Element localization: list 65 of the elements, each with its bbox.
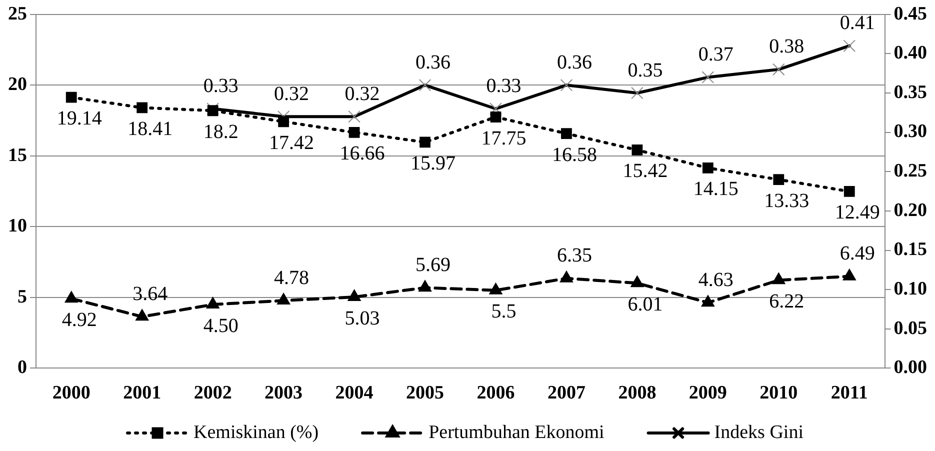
data-label: 0.32 — [274, 82, 310, 105]
x-tick-label: 2007 — [547, 382, 586, 404]
data-label: 0.33 — [486, 74, 522, 97]
y2-tick-label: 0.30 — [894, 121, 927, 142]
y-tick-label: 5 — [18, 286, 27, 308]
data-label: 0.32 — [344, 82, 380, 105]
x-tick-label: 2002 — [194, 382, 232, 404]
x-tick-label: 2000 — [52, 382, 90, 404]
y-tick-label: 0 — [18, 357, 27, 378]
data-label: 18.2 — [203, 120, 238, 143]
x-tick-label: 2010 — [760, 382, 798, 404]
y-tick-label: 10 — [8, 216, 27, 237]
data-label: 19.14 — [56, 108, 102, 130]
y-tick-label: 15 — [8, 144, 27, 166]
data-label: 0.37 — [698, 44, 734, 66]
data-label: 0.41 — [840, 12, 875, 34]
data-label: 4.50 — [203, 314, 238, 337]
y2-tick-label: 0.35 — [894, 82, 927, 103]
x-tick-label: 2004 — [335, 382, 374, 404]
data-label: 0.38 — [769, 36, 804, 58]
data-label: 6.01 — [628, 293, 663, 316]
data-label: 4.78 — [274, 266, 310, 289]
data-label: 16.58 — [552, 144, 597, 166]
data-label: 6.49 — [840, 242, 875, 265]
y-tick-label: 25 — [8, 3, 27, 24]
data-label: 17.75 — [481, 127, 526, 150]
legend-label: Kemiskinan (%) — [194, 422, 319, 443]
x-tick-label: 2009 — [688, 382, 727, 404]
data-label: 5.69 — [416, 254, 451, 276]
x-tick-label: 2011 — [830, 382, 868, 404]
y2-tick-label: 0.15 — [894, 239, 927, 260]
y2-tick-label: 0.40 — [894, 42, 927, 64]
data-label: 12.49 — [834, 202, 880, 224]
data-label: 16.66 — [340, 142, 385, 165]
data-label: 0.35 — [628, 59, 663, 82]
data-label: 15.42 — [622, 160, 668, 182]
y-tick-label: 20 — [8, 74, 27, 96]
data-label: 6.35 — [556, 244, 592, 267]
x-tick-label: 2003 — [264, 382, 303, 404]
data-label: 13.33 — [764, 190, 810, 212]
y2-tick-label: 0.00 — [894, 357, 927, 378]
x-tick-label: 2006 — [476, 382, 515, 404]
x-tick-label: 2001 — [123, 382, 162, 404]
legend-label: Indeks Gini — [714, 422, 804, 443]
data-label: 0.33 — [203, 74, 238, 97]
data-label: 0.36 — [416, 51, 451, 74]
data-label: 4.92 — [62, 308, 97, 331]
data-label: 17.42 — [269, 132, 314, 154]
y2-tick-label: 0.10 — [894, 278, 927, 300]
data-label: 3.64 — [132, 282, 168, 305]
x-tick-label: 2008 — [618, 382, 656, 404]
data-label: 5.03 — [344, 307, 380, 330]
y2-tick-label: 0.25 — [894, 160, 927, 182]
legend-label: Pertumbuhan Ekonomi — [428, 422, 604, 443]
y2-tick-label: 0.05 — [894, 318, 927, 339]
data-label: 4.63 — [698, 268, 734, 291]
data-label: 5.5 — [491, 300, 516, 323]
data-label: 15.97 — [410, 152, 456, 174]
data-label: 6.22 — [769, 290, 804, 312]
y2-tick-label: 0.20 — [894, 200, 927, 221]
data-label: 18.41 — [128, 118, 173, 140]
data-label: 0.36 — [556, 51, 592, 74]
y2-tick-label: 0.45 — [894, 3, 927, 24]
data-label: 14.15 — [693, 178, 738, 200]
x-tick-label: 2005 — [406, 382, 444, 404]
